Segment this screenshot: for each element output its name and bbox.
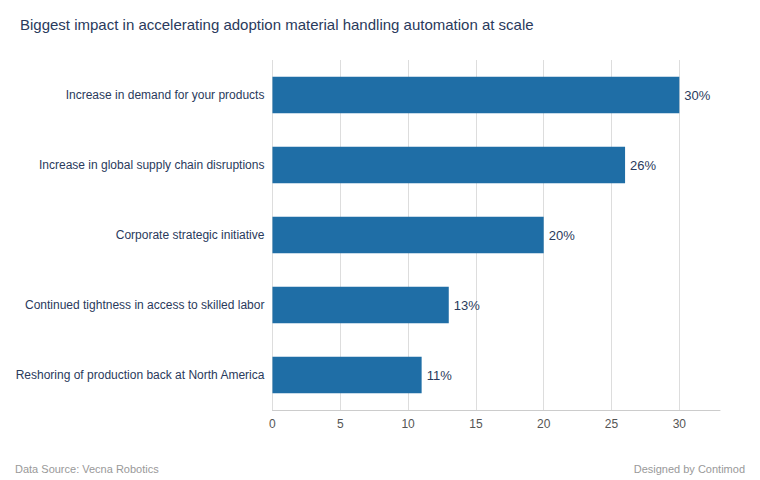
svg-text:10: 10 [401,417,415,431]
svg-text:Increase in global supply chai: Increase in global supply chain disrupti… [39,158,264,172]
svg-text:13%: 13% [454,298,480,313]
svg-text:Continued tightness in access: Continued tightness in access to skilled… [25,298,264,312]
svg-text:Biggest impact in accelerating: Biggest impact in accelerating adoption … [20,16,534,33]
svg-text:11%: 11% [427,368,452,383]
svg-text:Increase in demand for your pr: Increase in demand for your products [66,88,265,102]
svg-text:0: 0 [269,417,276,431]
svg-text:5: 5 [337,417,344,431]
svg-text:30: 30 [673,417,687,431]
svg-text:20%: 20% [549,228,575,243]
svg-text:Data Source: Vecna Robotics: Data Source: Vecna Robotics [15,463,159,475]
svg-text:20: 20 [537,417,551,431]
svg-text:30%: 30% [684,88,710,103]
svg-text:Reshoring of production back a: Reshoring of production back at North Am… [16,368,265,382]
svg-text:25: 25 [605,417,619,431]
svg-text:26%: 26% [630,158,656,173]
svg-text:Designed by Contimod: Designed by Contimod [634,463,745,475]
svg-text:15: 15 [469,417,483,431]
svg-text:Corporate strategic initiative: Corporate strategic initiative [116,228,265,242]
